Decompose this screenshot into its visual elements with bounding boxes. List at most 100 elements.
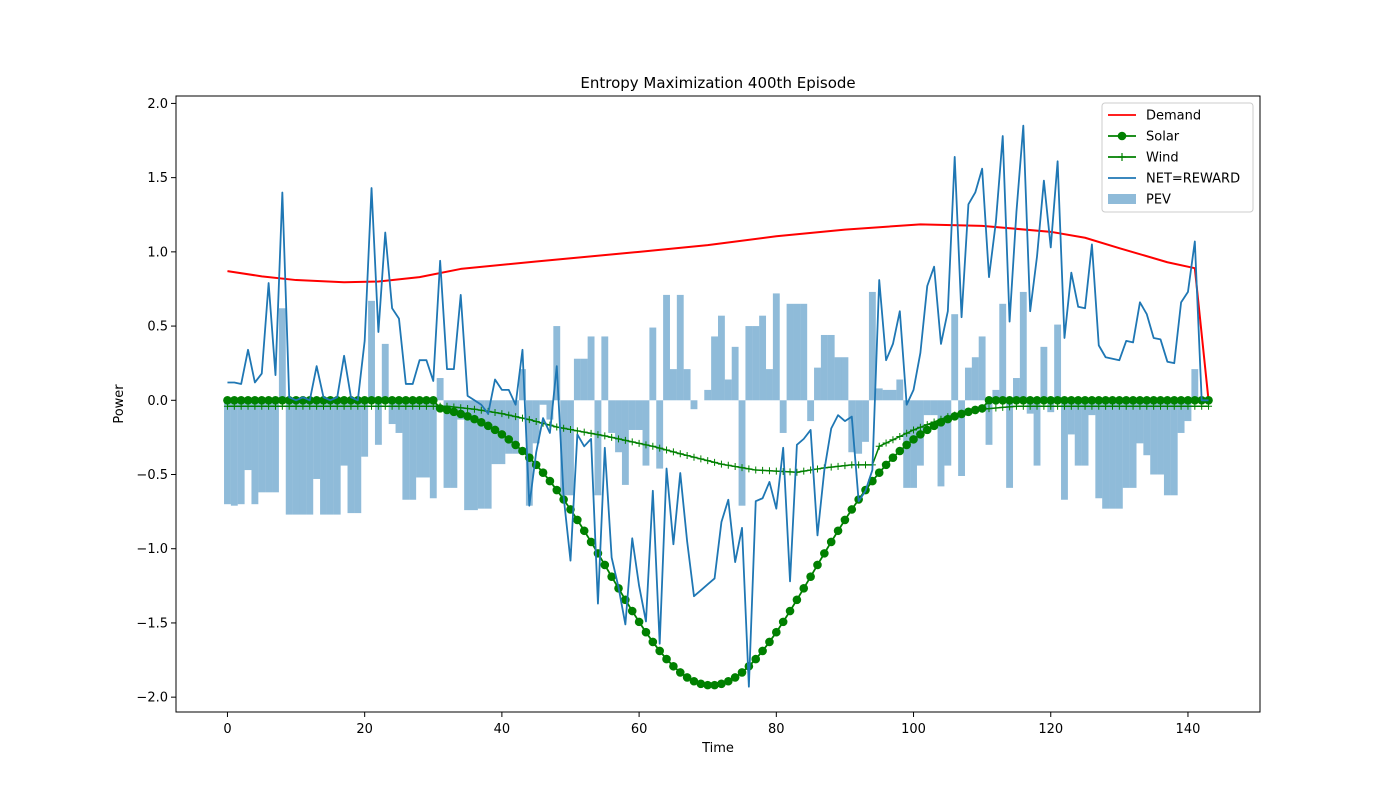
pev-bar bbox=[416, 400, 423, 478]
pev-bar bbox=[484, 400, 492, 509]
wind-marker bbox=[381, 402, 389, 410]
pev-bar bbox=[477, 400, 485, 509]
x-tick-label: 80 bbox=[768, 722, 785, 737]
wind-marker bbox=[827, 463, 835, 471]
pev-bar bbox=[230, 400, 238, 506]
wind-marker bbox=[299, 402, 307, 410]
wind-marker bbox=[347, 402, 355, 410]
wind-marker bbox=[1033, 402, 1041, 410]
solar-marker bbox=[504, 435, 514, 444]
solar-marker bbox=[723, 676, 733, 686]
solar-marker bbox=[579, 526, 589, 536]
wind-marker bbox=[1136, 402, 1144, 410]
wind-marker bbox=[1108, 402, 1116, 410]
solar-marker bbox=[785, 606, 795, 616]
wind-marker bbox=[1006, 403, 1014, 411]
wind-marker bbox=[663, 446, 671, 454]
solar-marker bbox=[792, 595, 802, 605]
pev-bar bbox=[738, 400, 746, 506]
pev-bar bbox=[553, 326, 561, 401]
pev-bar bbox=[251, 400, 259, 505]
pev-bar bbox=[388, 400, 396, 425]
pev-bar bbox=[800, 303, 808, 401]
y-tick-label: 0.5 bbox=[147, 320, 168, 335]
pev-bar bbox=[910, 400, 917, 488]
wind-marker bbox=[1163, 402, 1171, 410]
pev-bar bbox=[539, 400, 547, 405]
y-tick-label: 1.5 bbox=[147, 171, 168, 186]
x-tick-label: 120 bbox=[1038, 722, 1063, 737]
pev-bar bbox=[745, 326, 753, 401]
pev-bar bbox=[546, 400, 554, 420]
solar-marker bbox=[1012, 395, 1021, 405]
solar-marker bbox=[511, 440, 520, 450]
solar-marker bbox=[1094, 395, 1104, 405]
wind-marker bbox=[690, 453, 698, 461]
wind-marker bbox=[608, 433, 616, 441]
y-tick-label: −1.0 bbox=[136, 542, 168, 557]
wind-marker bbox=[985, 405, 993, 413]
wind-marker bbox=[793, 468, 801, 476]
solar-marker bbox=[1156, 395, 1165, 405]
solar-marker bbox=[627, 606, 637, 616]
series-lines bbox=[223, 124, 1213, 690]
wind-marker bbox=[1019, 402, 1027, 410]
solar-marker bbox=[634, 617, 644, 627]
wind-marker bbox=[642, 441, 650, 449]
wind-marker bbox=[292, 402, 300, 410]
pev-bar bbox=[594, 400, 602, 496]
solar-marker bbox=[518, 446, 527, 456]
pev-bar bbox=[889, 389, 897, 401]
pev-bar bbox=[450, 400, 458, 488]
wind-marker bbox=[573, 427, 581, 435]
pev-bar bbox=[402, 400, 410, 500]
wind-marker bbox=[786, 468, 794, 476]
pev-bar bbox=[1109, 400, 1116, 509]
pev-bar bbox=[422, 400, 430, 478]
pev-bar bbox=[875, 388, 883, 401]
wind-marker bbox=[498, 410, 506, 418]
solar-marker bbox=[737, 668, 747, 677]
pev-bar bbox=[834, 357, 842, 401]
pev-bar bbox=[882, 389, 890, 401]
solar-marker bbox=[730, 673, 740, 682]
wind-marker bbox=[477, 406, 485, 414]
chart-title: Entropy Maximization 400th Episode bbox=[580, 74, 855, 92]
pev-bar bbox=[278, 308, 286, 401]
solar-marker bbox=[826, 537, 836, 547]
wind-marker bbox=[601, 432, 609, 440]
pev-bar bbox=[642, 400, 650, 466]
solar-marker bbox=[490, 425, 500, 435]
pev-bar bbox=[587, 336, 595, 401]
pev-bar bbox=[429, 400, 437, 499]
wind-marker bbox=[937, 415, 945, 423]
wind-marker bbox=[813, 465, 821, 473]
wind-marker bbox=[958, 410, 966, 418]
pev-bar bbox=[381, 343, 389, 401]
solar-marker bbox=[1060, 395, 1069, 405]
pev-bar bbox=[999, 303, 1007, 401]
pev-bar bbox=[1143, 400, 1151, 456]
pev-bar bbox=[978, 336, 986, 401]
plot-frame bbox=[175, 95, 1261, 713]
solar-marker bbox=[648, 637, 658, 647]
wind-marker bbox=[237, 402, 245, 410]
solar-marker bbox=[257, 395, 267, 405]
pev-bar bbox=[1184, 400, 1192, 422]
pev-bar bbox=[690, 400, 698, 410]
pev-bar bbox=[1006, 400, 1014, 488]
wind-marker bbox=[361, 402, 369, 410]
solar-marker bbox=[230, 395, 239, 405]
wind-marker bbox=[1054, 402, 1062, 410]
pev-bar bbox=[340, 400, 348, 466]
wind-marker bbox=[676, 450, 684, 458]
solar-marker bbox=[1025, 395, 1035, 405]
wind-marker bbox=[1074, 402, 1082, 410]
wind-marker bbox=[1129, 402, 1137, 410]
solar-marker bbox=[1128, 395, 1138, 405]
pev-bar bbox=[752, 326, 760, 401]
wind-marker bbox=[464, 404, 472, 412]
pev-bar bbox=[1122, 400, 1130, 488]
pev-bar bbox=[326, 400, 334, 515]
pev-bar bbox=[786, 303, 794, 401]
